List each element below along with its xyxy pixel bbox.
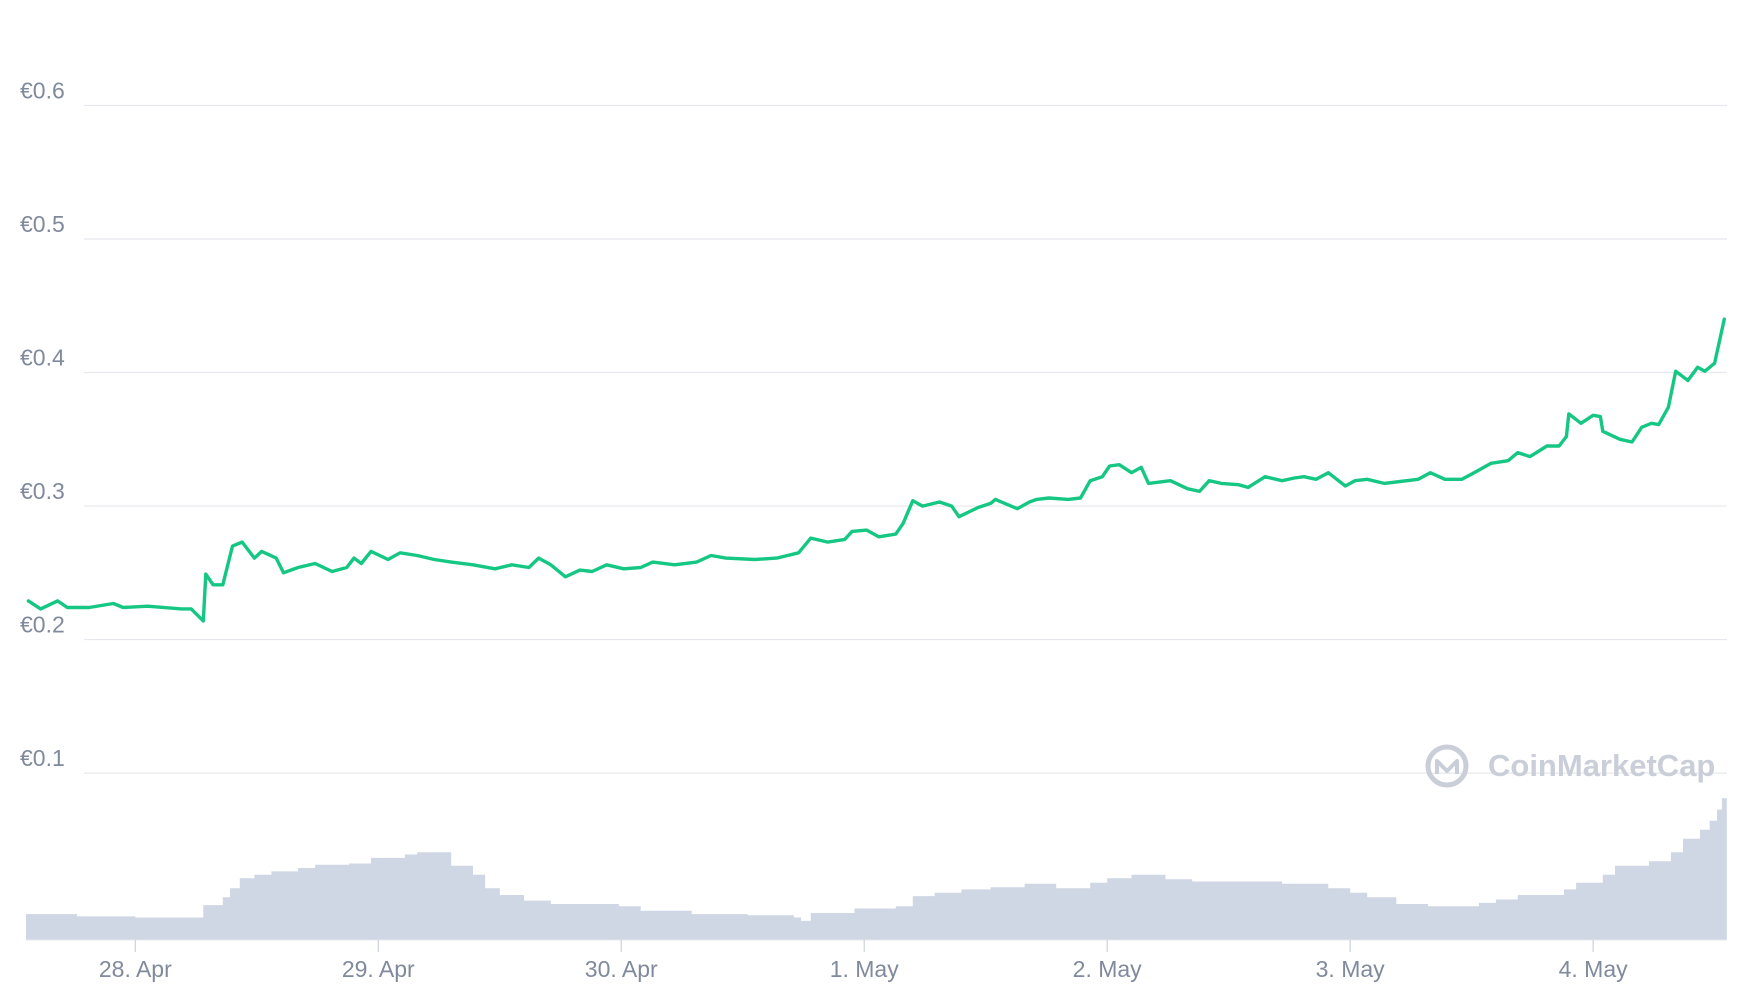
- watermark: CoinMarketCap: [1425, 744, 1715, 788]
- watermark-logo-m: [1435, 759, 1459, 774]
- volume-area: [26, 798, 1727, 940]
- y-tick-label: €0.5: [20, 211, 65, 237]
- x-tick-label: 1. May: [830, 956, 900, 982]
- y-tick-label: €0.4: [20, 345, 65, 371]
- y-tick-label: €0.6: [20, 78, 65, 104]
- x-tick-label: 30. Apr: [585, 956, 658, 982]
- y-tick-label: €0.2: [20, 612, 65, 638]
- grid: [84, 104, 1727, 774]
- price-line: [26, 317, 1726, 623]
- watermark-text: CoinMarketCap: [1488, 748, 1715, 783]
- x-tick-label: 2. May: [1073, 956, 1143, 982]
- x-tick-label: 29. Apr: [342, 956, 415, 982]
- x-tick-label: 4. May: [1559, 956, 1629, 982]
- x-tick-label: 28. Apr: [99, 956, 172, 982]
- y-tick-label: €0.3: [20, 478, 65, 504]
- watermark-logo: [1425, 744, 1469, 788]
- x-tick-label: 3. May: [1316, 956, 1386, 982]
- y-tick-label: €0.1: [20, 745, 65, 771]
